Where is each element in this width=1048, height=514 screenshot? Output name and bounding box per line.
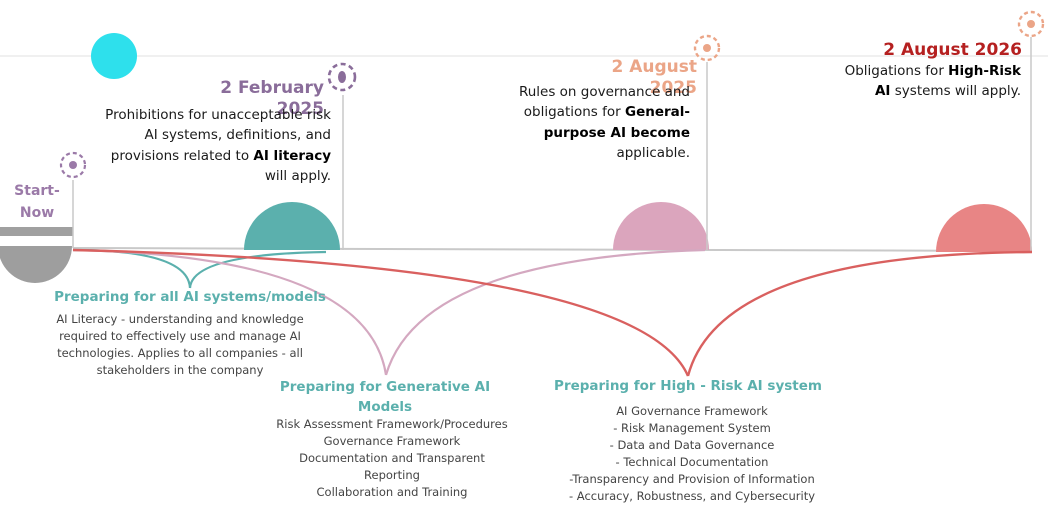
prep-body-genai: Risk Assessment Framework/Procedures Gove…: [262, 416, 522, 501]
start-label: Start- Now: [14, 183, 60, 222]
milestone-desc-part: systems will apply.: [890, 83, 1021, 100]
prep-title-high-risk: Preparing for High - Risk AI system: [554, 378, 822, 394]
milestone-date-1: 2 February 2025: [220, 78, 324, 120]
milestone-dome-3: [936, 204, 1032, 252]
bracket-curve-all-ai: [188, 250, 327, 289]
milestone-desc-part: Rules on governance and obligations for: [518, 84, 690, 121]
target-icon: [1017, 10, 1045, 38]
prep-line: AI Governance Framework: [616, 404, 768, 418]
milestone-desc-part: Prohibitions for unacceptable risk AI sy…: [105, 107, 331, 164]
prep-line: stakeholders in the company: [96, 363, 264, 378]
milestone-desc-part: AI literacy: [253, 147, 331, 164]
milestone-desc-part: Obligations for: [844, 63, 949, 79]
prep-line: - Technical Documentation: [615, 455, 769, 470]
target-icon: [327, 62, 357, 92]
milestone-desc-part: High-Risk AI: [874, 63, 1021, 100]
prep-line: AI Literacy - understanding and knowledg…: [56, 312, 304, 326]
bracket-curve-high-risk: [686, 250, 1033, 377]
milestone-desc-part: General-purpose AI become: [543, 104, 690, 141]
prep-body-high-risk: AI Governance Framework - Risk Management…: [552, 403, 832, 505]
start-bar: [0, 227, 73, 236]
milestone-desc-part: applicable.: [616, 144, 690, 161]
prep-line: Collaboration and Training: [316, 485, 468, 500]
start-target-icon: [59, 151, 87, 179]
start-dome: [0, 246, 72, 283]
prep-body-all-ai: AI Literacy - understanding and knowledg…: [20, 311, 340, 379]
milestone-desc-3: Obligations for High-Risk AI systems wil…: [838, 61, 1021, 102]
bracket-curve-genai: [384, 248, 706, 376]
prep-line: -Transparency and Provision of Informati…: [569, 472, 815, 487]
milestone-dome-1: [244, 202, 340, 250]
bracket-curve-high-risk: [72, 248, 690, 377]
prep-line: required to effectively use and manage A…: [59, 329, 301, 344]
prep-line: - Risk Management System: [613, 421, 771, 436]
milestone-dome-2: [613, 202, 709, 250]
milestone-date-3: 2 August 2026: [883, 40, 1022, 60]
prep-line: Reporting: [364, 468, 420, 483]
prep-line: - Data and Data Governance: [609, 438, 775, 453]
target-icon: [693, 34, 721, 62]
prep-line: Governance Framework: [323, 434, 461, 449]
milestone-desc-1: Prohibitions for unacceptable risk AI sy…: [104, 105, 331, 186]
milestone-desc-part: will apply.: [264, 167, 331, 184]
bracket-curve-genai: [72, 248, 388, 376]
prep-title-genai: Preparing for Generative AI Models: [279, 379, 491, 416]
prep-line: - Accuracy, Robustness, and Cybersecurit…: [568, 489, 816, 504]
decorative-dot: [91, 33, 137, 79]
prep-title-all-ai: Preparing for all AI systems/models: [54, 289, 326, 305]
timeline-axis: [72, 247, 1033, 252]
milestone-date-2: 2 August 2025: [611, 57, 697, 99]
prep-line: Documentation and Transparent: [299, 451, 485, 466]
prep-line: technologies. Applies to all companies -…: [57, 346, 303, 361]
milestone-desc-2: Rules on governance and obligations for …: [500, 82, 690, 163]
prep-line: Risk Assessment Framework/Procedures: [276, 417, 508, 431]
